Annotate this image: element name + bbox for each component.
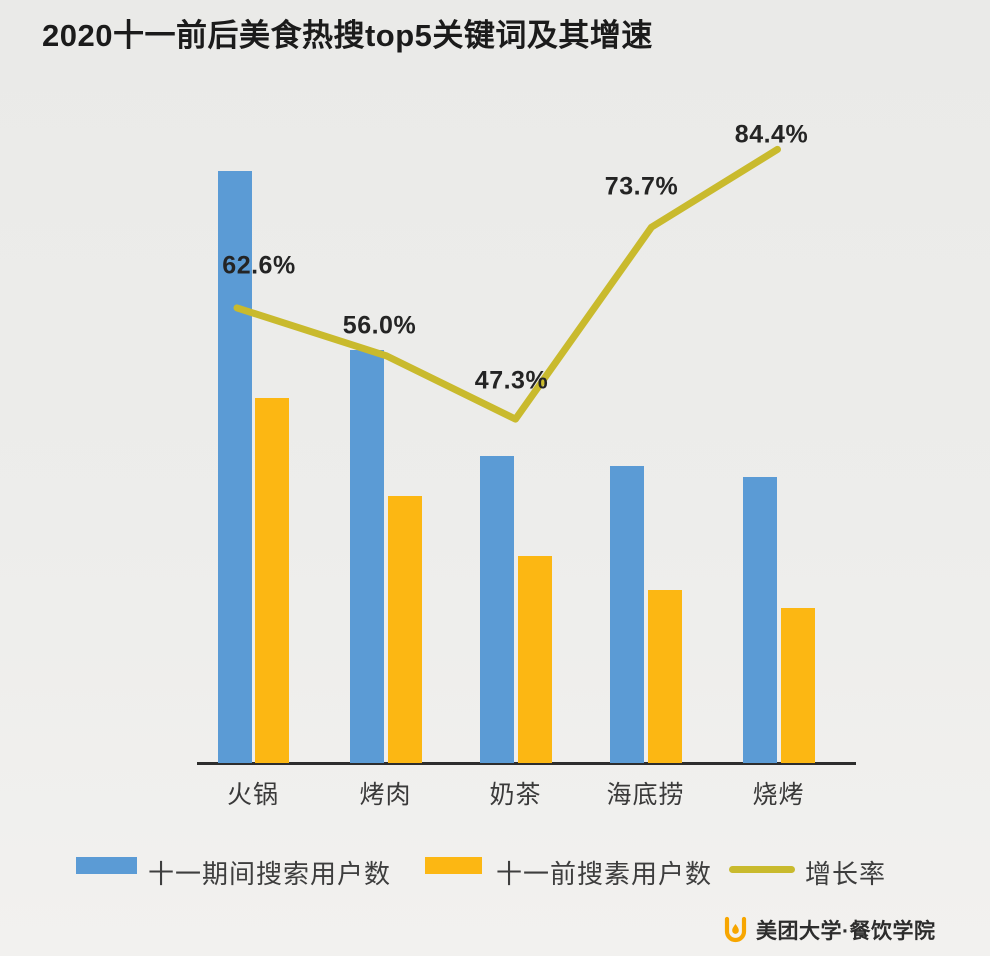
bar-before-烧烤 (780, 608, 815, 763)
category-label-海底捞: 海底捞 (606, 781, 685, 809)
chart-title: 2020十一前后美食热搜top5关键词及其增速 (42, 18, 653, 53)
category-label-火锅: 火锅 (226, 781, 280, 809)
growth-label-奶茶: 47.3% (474, 366, 549, 395)
bar-before-烤肉 (387, 496, 422, 763)
bar-holiday-烤肉 (350, 350, 384, 763)
category-label-奶茶: 奶茶 (489, 781, 542, 809)
bar-before-海底捞 (647, 590, 682, 763)
growth-label-火锅: 62.6% (222, 251, 296, 280)
bar-holiday-烧烤 (743, 477, 777, 763)
bar-before-奶茶 (517, 556, 552, 763)
category-label-烧烤: 烧烤 (752, 781, 805, 809)
growth-label-烤肉: 56.0% (342, 311, 417, 340)
bar-before-火锅 (255, 398, 289, 763)
category-label-烤肉: 烤肉 (359, 781, 412, 809)
x-axis-line (197, 762, 856, 765)
meituan-tulip-icon (722, 914, 749, 945)
growth-label-烧烤: 84.4% (734, 120, 809, 149)
brand-name: 美团大学·餐饮学院 (756, 919, 936, 943)
bar-holiday-海底捞 (610, 466, 644, 763)
growth-label-海底捞: 73.7% (604, 172, 679, 201)
bar-holiday-奶茶 (480, 456, 514, 763)
brand-footer: 美团大学·餐饮学院 (722, 914, 936, 945)
